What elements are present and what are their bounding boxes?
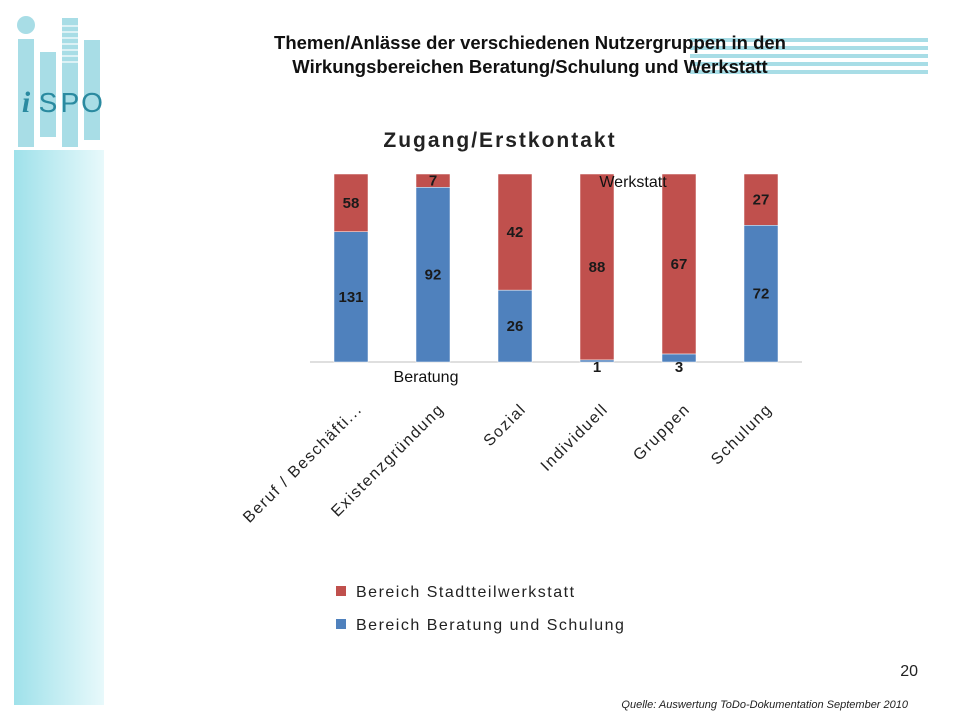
chart-title: Zugang/Erstkontakt xyxy=(383,129,616,152)
annotation-beratung: Beratung xyxy=(394,369,459,386)
slide-title: Themen/Anlässe der verschiedenen Nutzerg… xyxy=(150,31,910,79)
data-label-werkstatt: 58 xyxy=(343,195,360,212)
logo-letter-s: S xyxy=(39,87,58,118)
logo-letter-i: i xyxy=(22,86,31,119)
category-label: Sozial xyxy=(481,401,530,450)
data-label-beratung: 92 xyxy=(425,267,442,284)
bar-beratung xyxy=(415,187,451,363)
bar-werkstatt xyxy=(579,173,615,361)
page-number: 20 xyxy=(900,663,918,680)
category-label: Schulung xyxy=(708,401,776,469)
data-label-werkstatt: 27 xyxy=(753,192,770,209)
bar-werkstatt xyxy=(497,173,533,291)
bar-werkstatt xyxy=(333,173,369,232)
data-label-werkstatt: 42 xyxy=(507,224,524,241)
data-label-beratung: 1 xyxy=(593,359,601,376)
legend-label: Bereich Stadtteilwerkstatt xyxy=(356,584,576,601)
logo-letter-o: O xyxy=(81,87,103,118)
category-label: Gruppen xyxy=(630,401,693,464)
legend-swatch xyxy=(336,586,346,596)
data-label-beratung: 131 xyxy=(338,289,363,306)
bar-beratung xyxy=(333,231,369,363)
decorative-side-band xyxy=(14,150,104,705)
legend-swatch xyxy=(336,619,346,629)
data-label-beratung: 3 xyxy=(675,359,683,376)
data-label-werkstatt: 7 xyxy=(429,173,437,190)
category-label: Individuell xyxy=(538,401,612,475)
bar-werkstatt xyxy=(743,173,779,226)
slide-title-line-1: Themen/Anlässe der verschiedenen Nutzerg… xyxy=(274,32,786,53)
bar-beratung xyxy=(497,289,533,363)
data-label-beratung: 72 xyxy=(753,286,770,303)
bar-werkstatt xyxy=(661,173,697,355)
legend-label: Bereich Beratung und Schulung xyxy=(356,617,625,634)
data-label-beratung: 26 xyxy=(507,318,524,335)
bar-beratung xyxy=(743,225,779,363)
ispo-logo: i S P O xyxy=(17,16,103,147)
logo-letter-p: P xyxy=(61,87,80,118)
annotation-werkstatt: Werkstatt xyxy=(599,174,667,191)
bar-werkstatt xyxy=(415,173,451,188)
source-note: Quelle: Auswertung ToDo-Dokumentation Se… xyxy=(621,699,908,711)
decorative-stripes xyxy=(690,38,928,74)
data-label-werkstatt: 88 xyxy=(589,259,606,276)
data-label-werkstatt: 67 xyxy=(671,256,688,273)
slide-title-line-2: Wirkungsbereichen Beratung/Schulung und … xyxy=(292,56,768,77)
